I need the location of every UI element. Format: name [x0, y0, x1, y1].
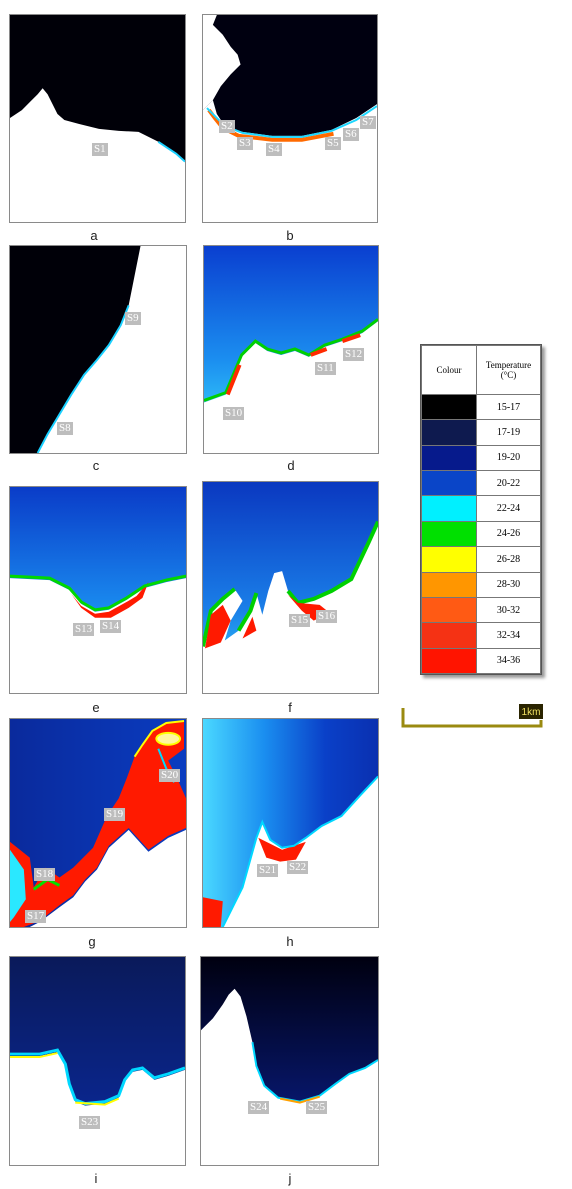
panel-label-a: a [90, 228, 98, 243]
legend-swatch [421, 546, 477, 573]
station-label-s19: S19 [104, 808, 126, 821]
legend-range: 19-20 [476, 444, 541, 472]
legend-swatch [421, 520, 477, 548]
legend-range: 15-17 [476, 393, 541, 421]
panel-label-j: j [288, 1171, 292, 1186]
scale-bar-label-box [519, 704, 543, 719]
panel-b [202, 14, 378, 223]
legend-swatch [421, 622, 477, 649]
panel-h [202, 718, 379, 928]
panel-j [200, 956, 379, 1166]
station-label-s14: S14 [100, 620, 122, 633]
station-label-s15: S15 [289, 614, 311, 627]
station-label-s6: S6 [343, 128, 359, 141]
legend-range: 22-24 [476, 495, 541, 522]
legend-range: 26-28 [476, 546, 541, 573]
panel-label-c: c [92, 458, 100, 473]
legend-swatch [421, 647, 477, 675]
legend-swatch [421, 393, 477, 421]
legend-header-colour: Colour [421, 345, 477, 395]
panel-label-g: g [88, 934, 96, 949]
panel-label-d: d [287, 458, 295, 473]
legend-swatch [421, 444, 477, 472]
legend-swatch [421, 596, 477, 624]
legend-range: 34-36 [476, 647, 541, 675]
legend-range: 30-32 [476, 596, 541, 624]
panel-label-f: f [288, 700, 292, 715]
legend-swatch [421, 495, 477, 522]
station-label-s22: S22 [287, 861, 309, 874]
station-label-s5: S5 [325, 137, 341, 150]
legend-swatch [421, 571, 477, 598]
panel-label-h: h [286, 934, 294, 949]
station-label-s23: S23 [79, 1116, 101, 1129]
panel-c [9, 245, 187, 454]
panel-label-e: e [92, 700, 100, 715]
panel-label-b: b [286, 228, 294, 243]
panel-f [202, 481, 379, 694]
scale-bar-line [401, 708, 543, 728]
panel-g [9, 718, 187, 928]
legend-range: 17-19 [476, 419, 541, 446]
scale-bar-label: 1km [522, 707, 541, 718]
panel-label-i: i [94, 1171, 98, 1186]
station-label-s11: S11 [315, 362, 336, 375]
station-label-s8: S8 [57, 422, 73, 435]
station-label-s16: S16 [316, 610, 338, 623]
legend-range: 28-30 [476, 571, 541, 598]
station-label-s4: S4 [266, 143, 282, 156]
temperature-legend: Colour Temperature (°C) 15-17 17-19 19-2… [420, 344, 542, 675]
legend-header-temperature: Temperature (°C) [476, 345, 541, 395]
station-label-s18: S18 [34, 868, 56, 881]
station-label-s20: S20 [159, 769, 181, 782]
station-label-s9: S9 [125, 312, 141, 325]
station-label-s1: S1 [92, 143, 108, 156]
legend-swatch [421, 419, 477, 446]
station-label-s21: S21 [257, 864, 279, 877]
station-label-s17: S17 [25, 910, 47, 923]
panel-e [9, 486, 187, 694]
station-label-s7: S7 [360, 116, 376, 129]
legend-swatch [421, 470, 477, 497]
station-label-s13: S13 [73, 623, 95, 636]
station-label-s25: S25 [306, 1101, 328, 1114]
legend-range: 24-26 [476, 520, 541, 548]
station-label-s3: S3 [237, 137, 253, 150]
station-label-s12: S12 [343, 348, 365, 361]
panel-a [9, 14, 186, 223]
legend-range: 20-22 [476, 470, 541, 497]
station-label-s2: S2 [219, 120, 235, 133]
station-label-s10: S10 [223, 407, 245, 420]
legend-range: 32-34 [476, 622, 541, 649]
station-label-s24: S24 [248, 1101, 270, 1114]
panel-i [9, 956, 186, 1166]
scale-bar: 1km [401, 700, 545, 730]
